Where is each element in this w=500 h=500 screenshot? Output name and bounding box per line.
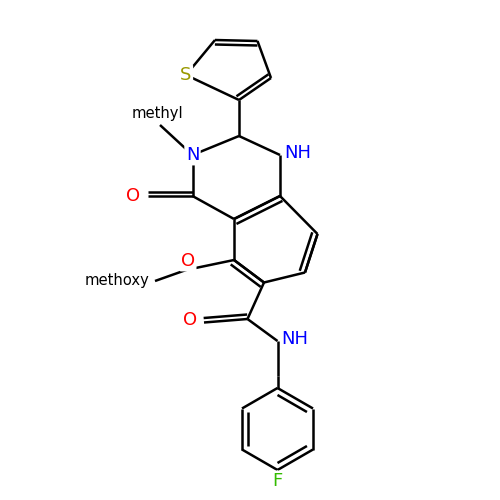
Text: O: O [183,311,197,329]
Text: S: S [180,66,192,84]
Text: O: O [181,252,195,270]
Text: NH: NH [284,144,311,162]
Text: O: O [126,187,140,205]
Text: F: F [272,472,282,490]
Text: NH: NH [282,330,308,347]
Text: methyl: methyl [132,106,184,121]
Text: methoxy: methoxy [84,272,149,287]
Text: N: N [186,146,199,164]
